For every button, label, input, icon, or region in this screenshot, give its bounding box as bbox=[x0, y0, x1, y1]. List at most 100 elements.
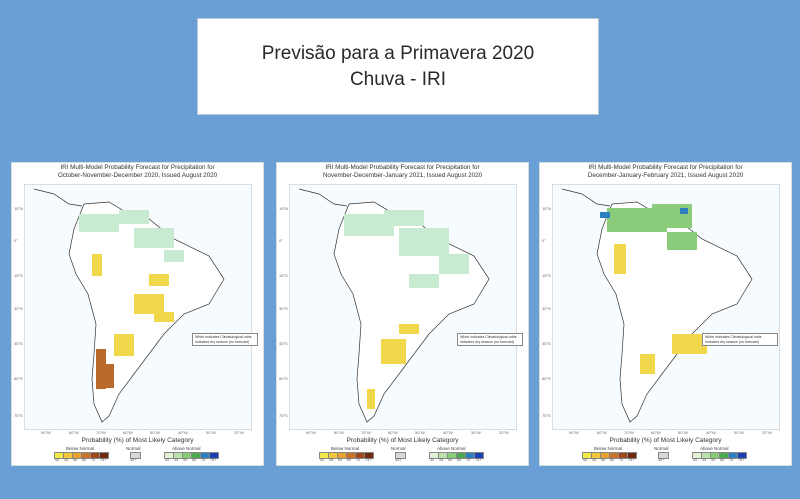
legend-tick-below: 40 bbox=[55, 458, 60, 462]
lon-tick-label: 40°W bbox=[178, 430, 188, 435]
lon-tick-label: 90°W bbox=[41, 430, 51, 435]
lat-tick-label: 60°S bbox=[14, 376, 23, 381]
below-normal-region bbox=[92, 254, 174, 356]
legend-above-label: Above Normal bbox=[700, 446, 729, 451]
legend-tick-below: 45 bbox=[329, 458, 334, 462]
lon-tick-label: 60°W bbox=[388, 430, 398, 435]
strong-below-normal-region bbox=[96, 349, 114, 389]
panel-header-line2: November-December-January 2021, Issued A… bbox=[322, 171, 483, 179]
lon-tick-label: 20°W bbox=[762, 430, 772, 435]
forecast-map bbox=[552, 184, 780, 430]
lat-tick-label: 45°S bbox=[542, 341, 551, 346]
continent-outline bbox=[596, 201, 753, 423]
legend-tick-above: 60 bbox=[192, 458, 197, 462]
legend-below-label: Below Normal bbox=[66, 446, 95, 451]
above-normal-region bbox=[344, 210, 469, 288]
legend-normal-label: Normal bbox=[391, 446, 406, 451]
legend-tick-above: 60 bbox=[457, 458, 462, 462]
legend: Below Normal 40 45 50 60 70 75+ Normal 45+ Above … bbox=[54, 446, 222, 462]
panel-header: IRI Multi-Model Probability Forecast for… bbox=[277, 164, 528, 179]
central-america bbox=[33, 188, 83, 207]
lon-tick-label: 20°W bbox=[499, 430, 509, 435]
legend-caption: Probability (%) of Most Likely Category bbox=[346, 437, 459, 444]
legend-tick-below: 40 bbox=[583, 458, 588, 462]
legend-tick-above: 45 bbox=[174, 458, 179, 462]
legend-tick-above: 40 bbox=[165, 458, 170, 462]
lon-tick-label: 70°W bbox=[361, 430, 371, 435]
legend-swatch-above bbox=[209, 452, 219, 459]
legend: Below Normal 40 45 50 60 70 75+ Normal 45+ Above … bbox=[582, 446, 750, 462]
forecast-panel-djf: IRI Multi-Model Probability Forecast for… bbox=[539, 162, 792, 466]
legend-tick-above: 70 bbox=[201, 458, 206, 462]
legend-tick-below: 60 bbox=[610, 458, 615, 462]
panel-header-line1: IRI Multi-Model Probability Forecast for… bbox=[325, 164, 480, 171]
legend-tick-below: 50 bbox=[338, 458, 343, 462]
legend-tick-normal: 45+ bbox=[395, 458, 402, 462]
legend-tick-below: 70 bbox=[619, 458, 624, 462]
legend-swatch-below bbox=[364, 452, 374, 459]
legend-tick-above: 70 bbox=[466, 458, 471, 462]
below-normal-region bbox=[614, 244, 707, 374]
lon-tick-label: 50°W bbox=[150, 430, 160, 435]
lat-tick-label: 45°S bbox=[279, 341, 288, 346]
legend-tick-above: 70 bbox=[729, 458, 734, 462]
legend-tick-above: 75+ bbox=[738, 458, 745, 462]
legend-tick-above: 60 bbox=[720, 458, 725, 462]
legend-above-label: Above Normal bbox=[172, 446, 201, 451]
central-america bbox=[561, 188, 611, 207]
legend-tick-below: 45 bbox=[64, 458, 69, 462]
legend-swatch-below bbox=[627, 452, 637, 459]
lon-tick-label: 30°W bbox=[471, 430, 481, 435]
slide-title-box: Previsão para a Primavera 2020 Chuva - I… bbox=[197, 18, 599, 115]
lon-tick-label: 40°W bbox=[443, 430, 453, 435]
note-climatology: White indicates Climatological odds bbox=[195, 335, 252, 339]
lon-tick-label: 60°W bbox=[651, 430, 661, 435]
note-climatology: White indicates Climatological odds bbox=[460, 335, 517, 339]
lat-tick-label: 30°S bbox=[279, 306, 288, 311]
lat-tick-label: 0° bbox=[279, 238, 283, 243]
legend-above-label: Above Normal bbox=[437, 446, 466, 451]
note-dry-season: indicates dry season (no forecast) bbox=[460, 339, 514, 344]
panel-header: IRI Multi-Model Probability Forecast for… bbox=[12, 164, 263, 179]
legend-swatch-normal bbox=[658, 452, 669, 459]
note-dry-season: indicates dry season (no forecast) bbox=[195, 339, 249, 344]
note-dry-season: indicates dry season (no forecast) bbox=[705, 339, 759, 344]
note-climatology: White indicates Climatological odds bbox=[705, 335, 762, 339]
panel-header-line1: IRI Multi-Model Probability Forecast for… bbox=[588, 164, 743, 171]
lat-tick-label: 15°N bbox=[279, 206, 288, 211]
legend-tick-normal: 45+ bbox=[658, 458, 665, 462]
legend-tick-below: 45 bbox=[592, 458, 597, 462]
panel-header: IRI Multi-Model Probability Forecast for… bbox=[540, 164, 791, 179]
forecast-panel-ndj: IRI Multi-Model Probability Forecast for… bbox=[276, 162, 529, 466]
lat-tick-label: 0° bbox=[14, 238, 18, 243]
legend-tick-below: 60 bbox=[347, 458, 352, 462]
legend-swatch-normal bbox=[130, 452, 141, 459]
panel-header-line1: IRI Multi-Model Probability Forecast for… bbox=[60, 164, 215, 171]
lon-tick-label: 80°W bbox=[597, 430, 607, 435]
lat-tick-label: 15°S bbox=[279, 273, 288, 278]
lon-tick-label: 50°W bbox=[415, 430, 425, 435]
lon-tick-label: 30°W bbox=[734, 430, 744, 435]
lat-tick-label: 15°S bbox=[542, 273, 551, 278]
legend-swatch-normal bbox=[395, 452, 406, 459]
panel-header-line2: December-January-February 2021, Issued A… bbox=[587, 171, 744, 179]
legend-caption: Probability (%) of Most Likely Category bbox=[609, 437, 722, 444]
legend-below-label: Below Normal bbox=[331, 446, 360, 451]
legend-tick-below: 40 bbox=[320, 458, 325, 462]
lat-tick-label: 60°S bbox=[279, 376, 288, 381]
legend-tick-above: 40 bbox=[430, 458, 435, 462]
legend-tick-below: 70 bbox=[356, 458, 361, 462]
lon-tick-label: 60°W bbox=[123, 430, 133, 435]
lat-tick-label: 75°S bbox=[14, 413, 23, 418]
lon-tick-label: 40°W bbox=[706, 430, 716, 435]
lat-tick-label: 60°S bbox=[542, 376, 551, 381]
central-america bbox=[298, 188, 348, 207]
lon-tick-label: 70°W bbox=[96, 430, 106, 435]
above-normal-region bbox=[79, 210, 184, 262]
lat-tick-label: 30°S bbox=[542, 306, 551, 311]
lat-tick-label: 15°N bbox=[542, 206, 551, 211]
legend-tick-below: 50 bbox=[73, 458, 78, 462]
below-normal-region bbox=[367, 324, 419, 409]
legend-tick-below: 70 bbox=[91, 458, 96, 462]
map-note: White indicates Climatological odds indi… bbox=[457, 333, 523, 346]
